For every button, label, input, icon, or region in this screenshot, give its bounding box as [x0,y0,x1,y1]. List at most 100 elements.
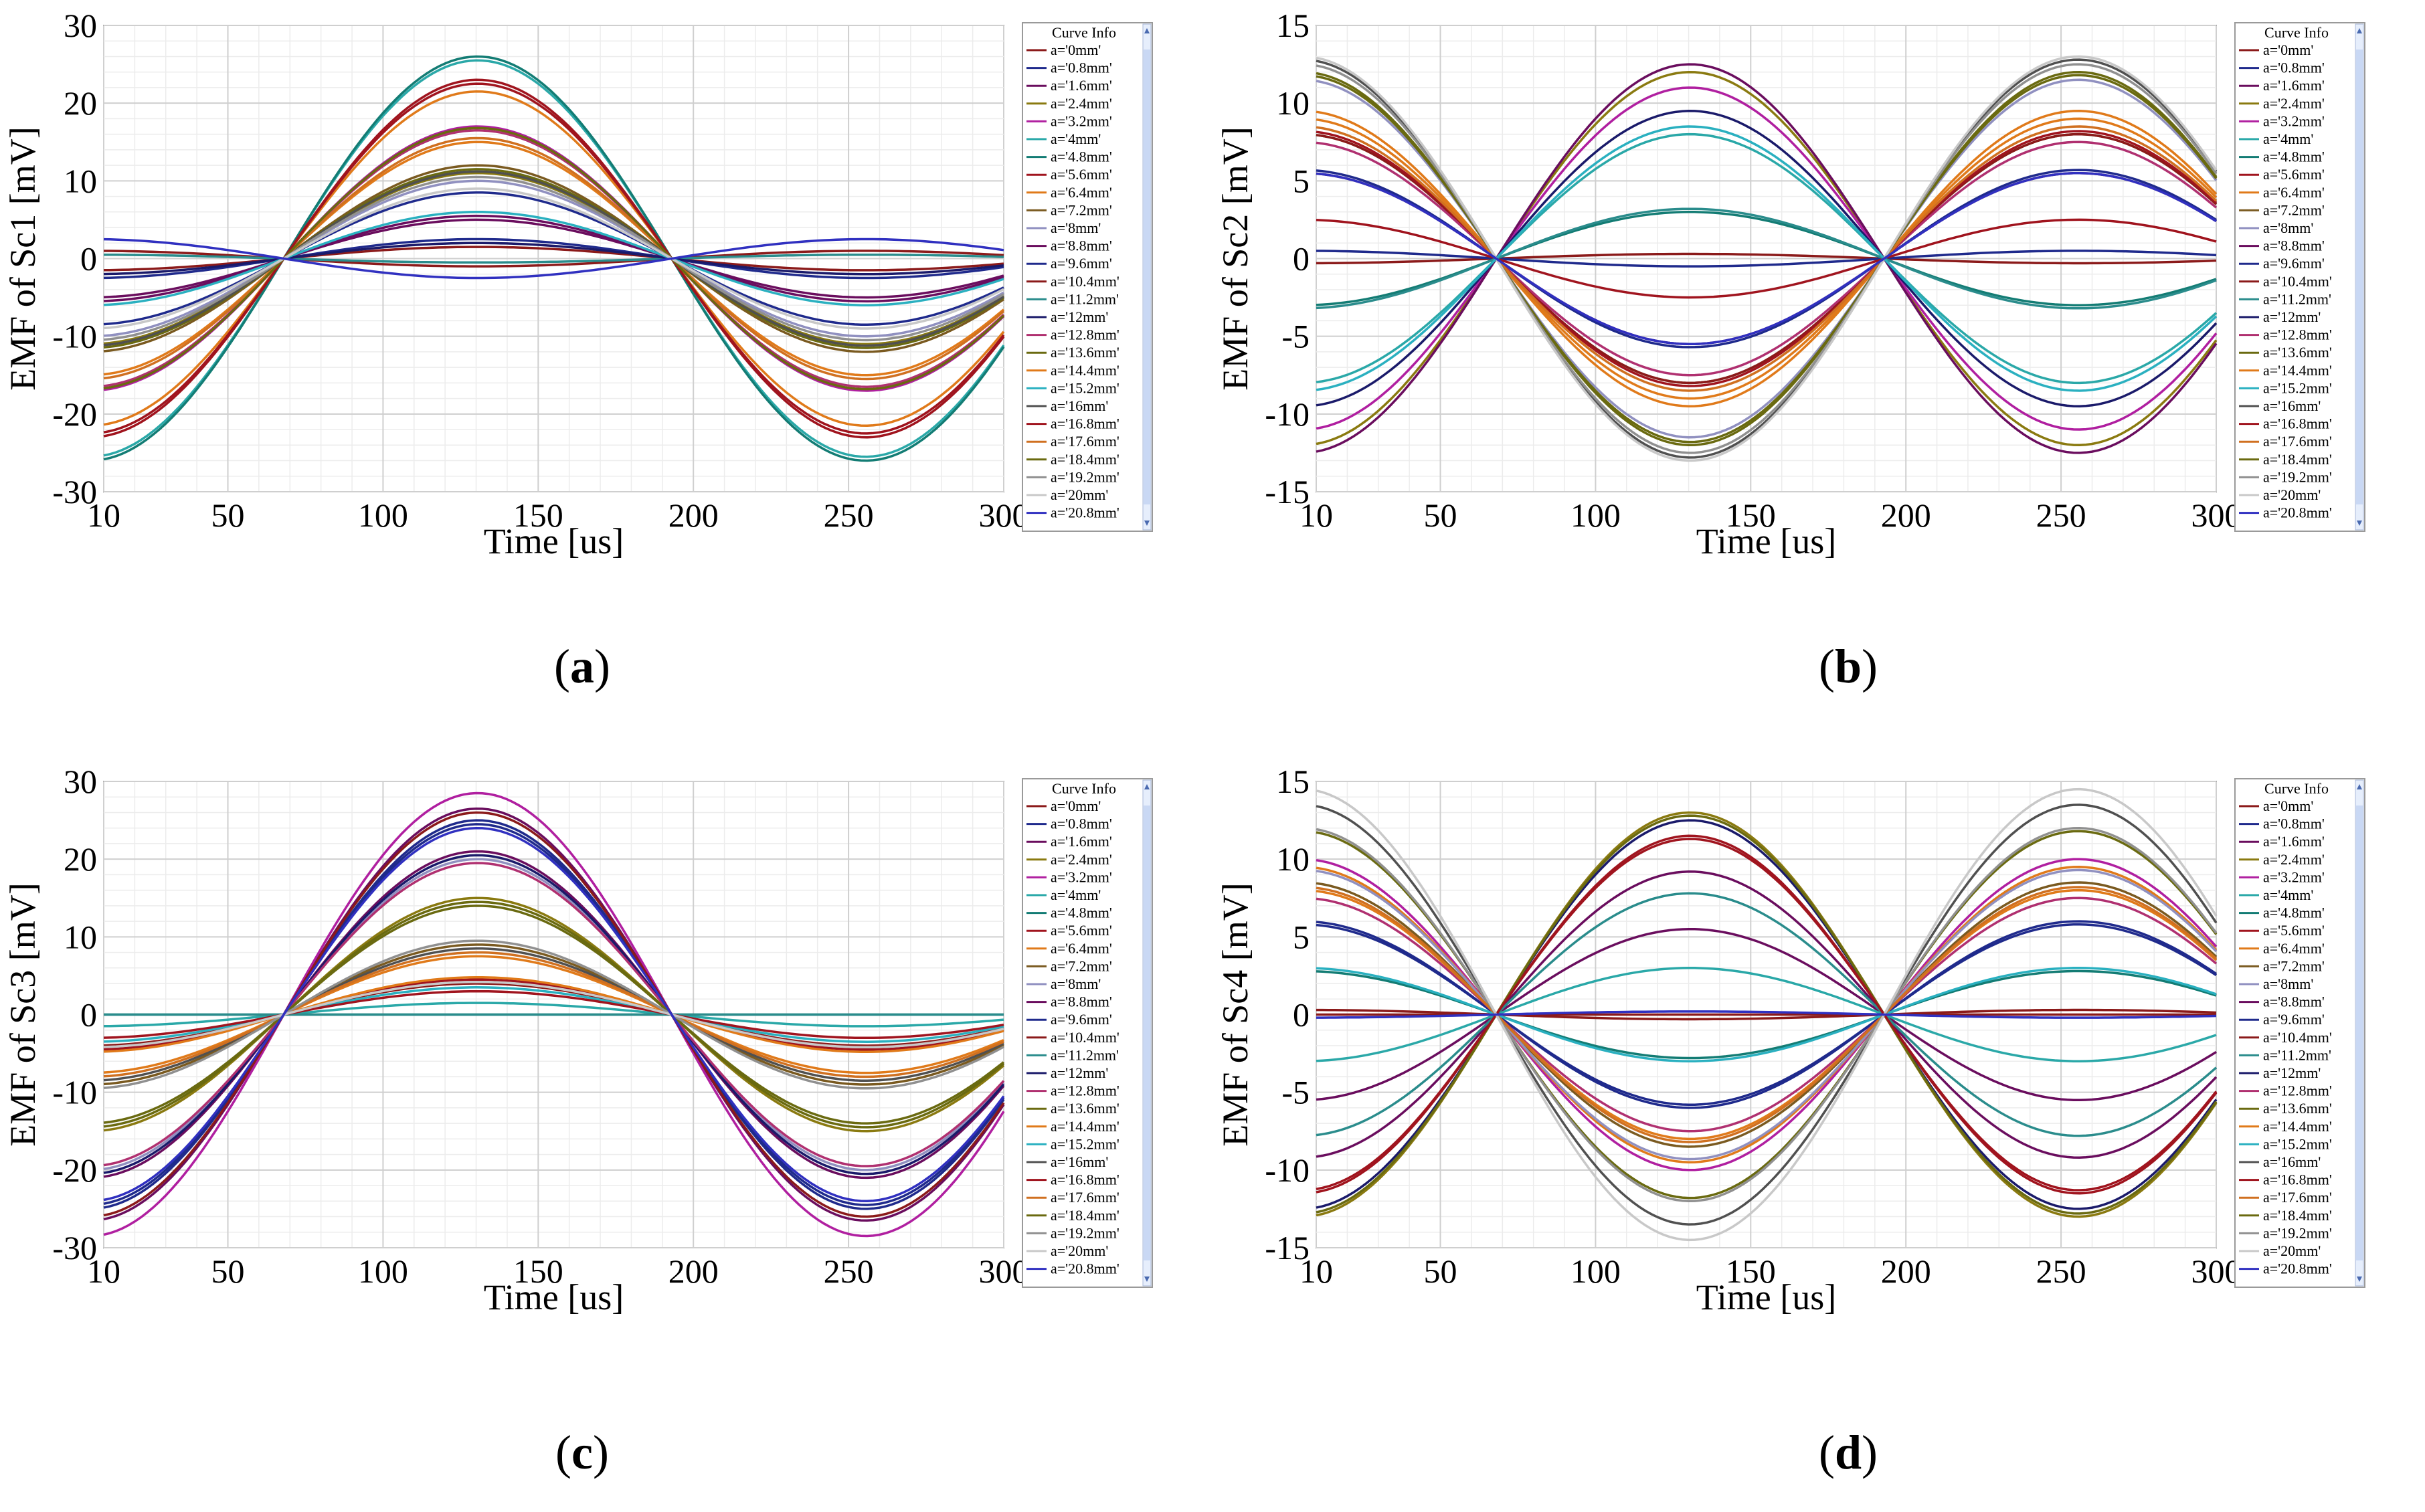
panel-a: 10 50 100 150 200 250 300 -30 -20 -10 0 10 20 30 Time … [0,0,1212,756]
legend-scroll-thumb [2356,806,2363,1260]
y-tick-label: 10 [64,162,97,199]
series-line [1316,814,2218,1215]
legend-label: a='20.8mm' [2263,504,2332,521]
legend-label: a='1.6mm' [2263,77,2325,94]
series-line [1316,63,2218,454]
y-tick-label: -10 [52,1074,97,1111]
series-line [103,854,1005,1175]
y-tick-labels: -30 -20 -10 0 10 20 30 [52,7,97,510]
x-axis-label: Time [us] [484,1277,624,1317]
x-tick-label: 250 [824,496,874,534]
legend-label: a='2.4mm' [2263,851,2325,868]
y-tick-labels: -15 -10 -5 0 5 10 15 [1265,7,1310,510]
caption-d: (d) [1818,1426,1878,1479]
panel-d: 10 50 100 150 200 250 300 -15 -10 -5 0 5 10 15 Time [u… [1212,756,2425,1512]
y-tick-label: -10 [1265,395,1310,433]
series-group [1316,55,2218,462]
legend-label: a='0.8mm' [2263,60,2325,76]
y-tick-label: -30 [52,473,97,510]
legend-label: a='15.2mm' [2263,379,2332,396]
scroll-down-icon [1144,1277,1150,1282]
series-line [103,175,1004,342]
legend-label: a='18.4mm' [1051,1207,1119,1224]
series-line [1316,74,2218,444]
x-tick-label: 100 [358,496,408,534]
legend-label: a='15.2mm' [2263,1135,2332,1152]
legend-label: a='14.4mm' [2263,362,2332,379]
caption-b: (b) [1818,640,1878,693]
legend-label: a='15.2mm' [1051,379,1119,396]
scroll-up-icon [1144,28,1150,33]
legend-label: a='8mm' [1051,975,1101,992]
x-axis-label: Time [us] [484,521,624,561]
series-line [103,55,1005,462]
y-tick-label: 30 [64,7,97,44]
x-tick-label: 150 [1726,1252,1776,1290]
series-line [103,253,1004,264]
series-line [103,989,1004,1040]
x-axis-label: Time [us] [1696,1277,1837,1317]
series-line [1316,804,2218,1226]
x-tick-label: 10 [87,496,120,534]
series-line [103,980,1004,1049]
legend-label: a='12mm' [2263,1064,2321,1081]
legend-label: a='0mm' [1051,797,1101,814]
legend-scroll-thumb [1144,50,1150,504]
legend-label: a='19.2mm' [1051,468,1119,485]
legend-label: a='2.4mm' [2263,95,2325,112]
legend-label: a='1.6mm' [1051,77,1112,94]
series-line [103,826,1005,1203]
legend-title: Curve Info [1052,24,1116,41]
x-axis-label: Time [us] [1696,521,1837,561]
x-tick-label: 50 [211,496,245,534]
legend-label: a='8.8mm' [2263,994,2325,1010]
y-tick-label: -10 [1265,1151,1310,1189]
legend-label: a='16.8mm' [1051,1171,1119,1188]
x-tick-label: 200 [1881,496,1931,534]
series-line [1316,967,2217,1062]
legend-label: a='20.8mm' [2263,1260,2332,1277]
legend-label: a='12mm' [2263,308,2321,325]
legend-label: a='20mm' [1051,1242,1108,1259]
x-tick-label: 100 [1570,496,1621,534]
legend-label: a='11.2mm' [1051,290,1119,307]
x-tick-label: 150 [1726,496,1776,534]
legend-label: a='16mm' [2263,1153,2321,1170]
x-tick-label: 250 [2036,1252,2086,1290]
y-axis-label: EMF of Sc4 [mV] [1215,882,1255,1146]
x-tick-label: 10 [1299,1252,1333,1290]
legend-label: a='14.4mm' [1051,1118,1119,1135]
series-line [1316,858,2218,1171]
legend-label: a='16mm' [1051,1153,1108,1170]
legend-label: a='12.8mm' [2263,326,2332,343]
legend-label: a='6.4mm' [1051,940,1112,957]
legend-label: a='7.2mm' [1051,957,1112,974]
series-line [1316,125,2218,392]
legend-label: a='7.2mm' [2263,201,2325,218]
x-tick-labels: 10 50 100 150 200 250 300 [87,496,1029,534]
legend-label: a='18.4mm' [2263,451,2332,468]
legend-label: a='9.6mm' [2263,255,2325,272]
legend-scroll-thumb [2356,50,2363,504]
series-line [1316,207,2217,310]
legend-label: a='7.2mm' [2263,957,2325,974]
x-tick-label: 100 [1570,1252,1621,1290]
series-line [1316,920,2217,1109]
x-tick-label: 300 [979,1252,1029,1290]
chart-a: 10 50 100 150 200 250 300 -30 -20 -10 0 10 20 30 Time … [3,7,1153,561]
y-tick-label: -10 [52,318,97,355]
series-line [1316,110,2218,407]
series-line [103,136,1005,381]
legend-label: a='13.6mm' [2263,344,2332,361]
x-tick-label: 50 [1424,1252,1457,1290]
legend-label: a='6.4mm' [2263,940,2325,957]
legend-label: a='10.4mm' [1051,273,1119,290]
legend-label: a='0.8mm' [2263,816,2325,832]
series-line [1316,826,2218,1203]
legend-label: a='19.2mm' [1051,1224,1119,1241]
series-line [1316,886,2218,1143]
x-tick-labels: 10 50 100 150 200 250 300 [1299,496,2242,534]
x-tick-label: 200 [1881,1252,1931,1290]
y-tick-label: 15 [1276,763,1310,800]
x-tick-label: 200 [668,496,719,534]
